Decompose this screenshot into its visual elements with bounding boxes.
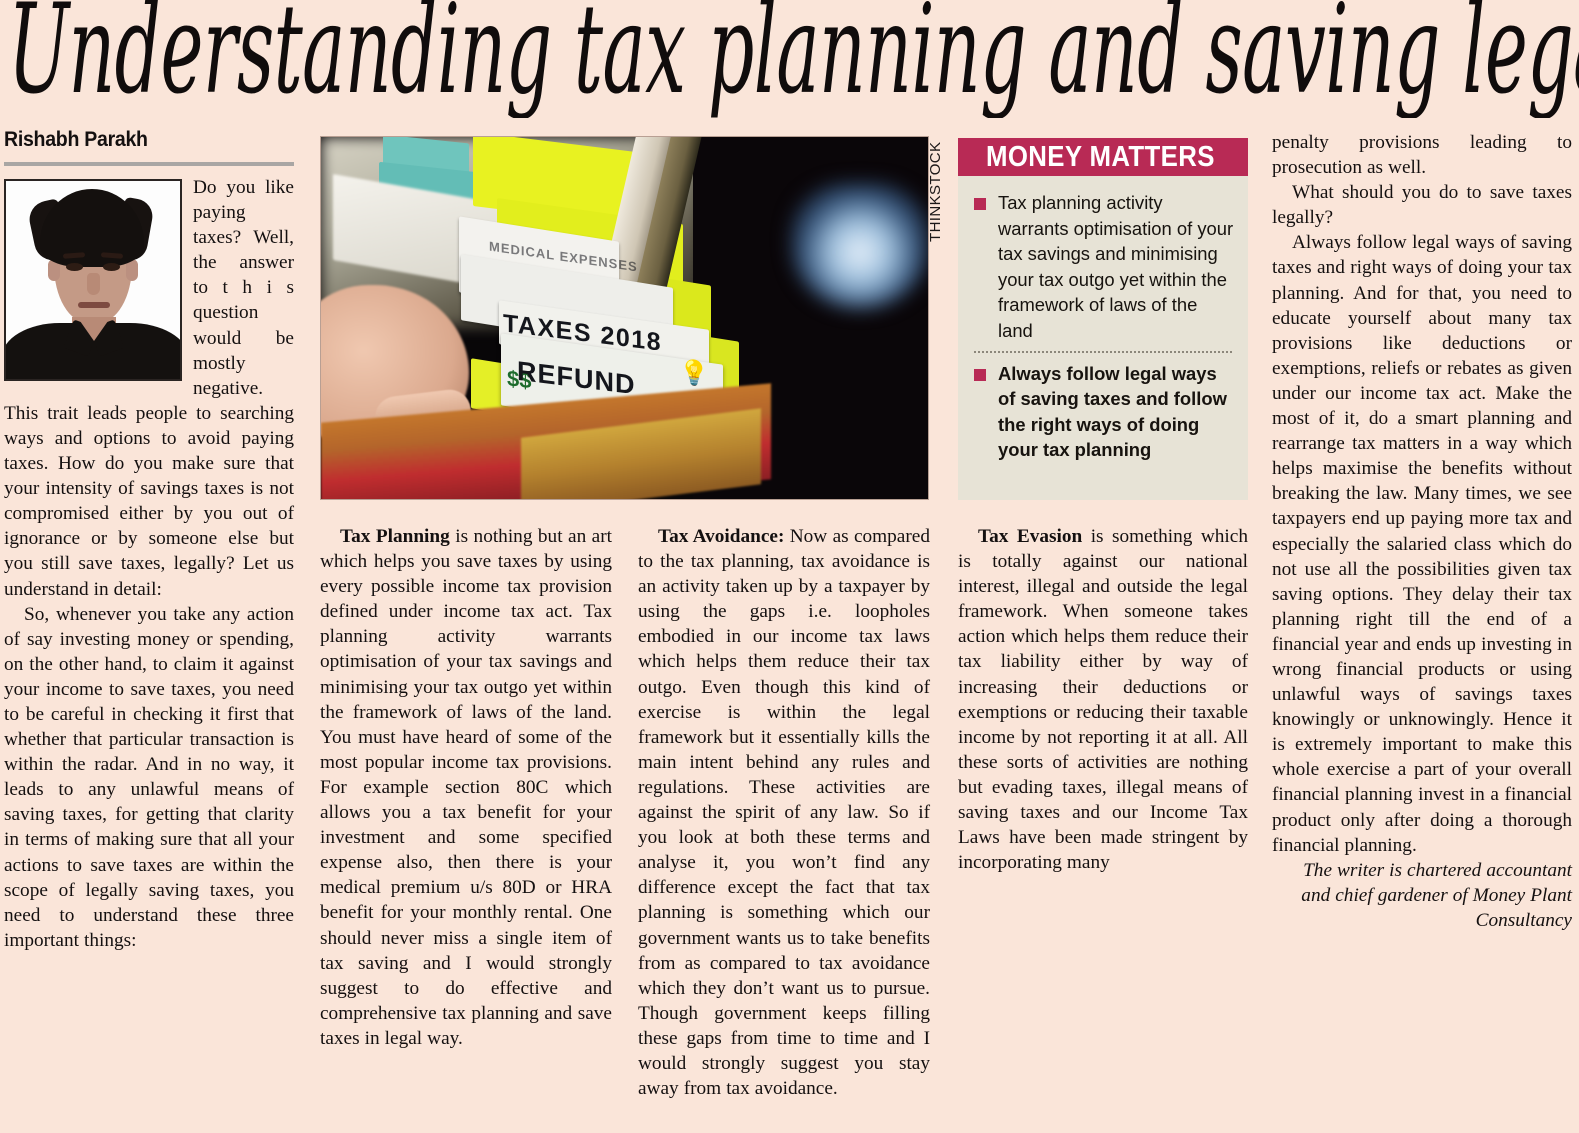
paragraph: Do you like paying taxes? Well, the answ… [4, 177, 294, 600]
article-column-3: Tax Avoidance: Now as compared to the ta… [638, 524, 930, 1101]
paragraph: penalty provisions leading to prosecutio… [1272, 132, 1572, 179]
square-bullet-icon [974, 368, 986, 381]
paragraph-lead-in: Tax Planning [340, 526, 450, 547]
lamp-glow [791, 183, 928, 309]
paragraph-text: Now as compared to the tax planning, tax… [638, 526, 930, 1100]
paragraph-text: is nothing but an art which helps you sa… [320, 526, 612, 1049]
paragraph: Tax Avoidance: Now as compared to the ta… [638, 524, 930, 1101]
paragraph: Tax Planning is nothing but an art which… [320, 524, 612, 1051]
byline-divider [4, 162, 294, 166]
paragraph: What should you do to save taxes legally… [1272, 182, 1572, 229]
article-column-1: Do you like paying taxes? Well, the answ… [4, 175, 294, 953]
money-matters-header: MONEY MATTERS [958, 138, 1248, 176]
paragraph: So, whenever you take any action of say … [4, 603, 294, 951]
money-matters-title: MONEY MATTERS [986, 141, 1215, 173]
paragraph-lead-in: Tax Avoidance: [658, 526, 785, 547]
article-column-4: Tax Evasion is something which is totall… [958, 524, 1248, 875]
money-matters-body: Tax planning activity warrants optimisat… [958, 176, 1248, 463]
lightbulb-icon: 💡 [679, 358, 709, 389]
money-matters-item-text: Tax planning activity warrants optimisat… [998, 192, 1234, 341]
article-column-2: Tax Planning is nothing but an art which… [320, 524, 612, 1051]
author-signoff: The writer is chartered accountant and c… [1301, 859, 1572, 931]
article-column-5: penalty provisions leading to prosecutio… [1272, 130, 1572, 933]
paragraph-text: is something which is totally against ou… [958, 526, 1248, 874]
paragraph-lead-in: Tax Evasion [978, 526, 1083, 547]
byline-author: Rishabh Parakh [4, 128, 148, 151]
money-matters-item: Always follow legal ways of saving taxes… [972, 361, 1234, 463]
page-title: Understanding tax planning and saving le… [8, 0, 1579, 118]
paragraph: Tax Evasion is something which is totall… [958, 524, 1248, 875]
square-bullet-icon [974, 198, 986, 210]
money-matters-item: Tax planning activity warrants optimisat… [972, 190, 1234, 344]
article-photo: MEDICAL EXPENSES TAXES 2018 $$ REFUND 💡 [320, 136, 929, 500]
paragraph: Always follow legal ways of saving taxes… [1272, 232, 1572, 856]
money-matters-separator [974, 350, 1232, 353]
photo-credit-text: THINKSTOCK [927, 141, 944, 242]
author-portrait [4, 179, 182, 381]
money-matters-item-text: Always follow legal ways of saving taxes… [998, 362, 1227, 461]
money-matters-box: MONEY MATTERS Tax planning activity warr… [958, 138, 1248, 500]
headline-container: Understanding tax planning and saving le… [0, 0, 1579, 118]
photo-credit: THINKSTOCK [927, 138, 956, 498]
